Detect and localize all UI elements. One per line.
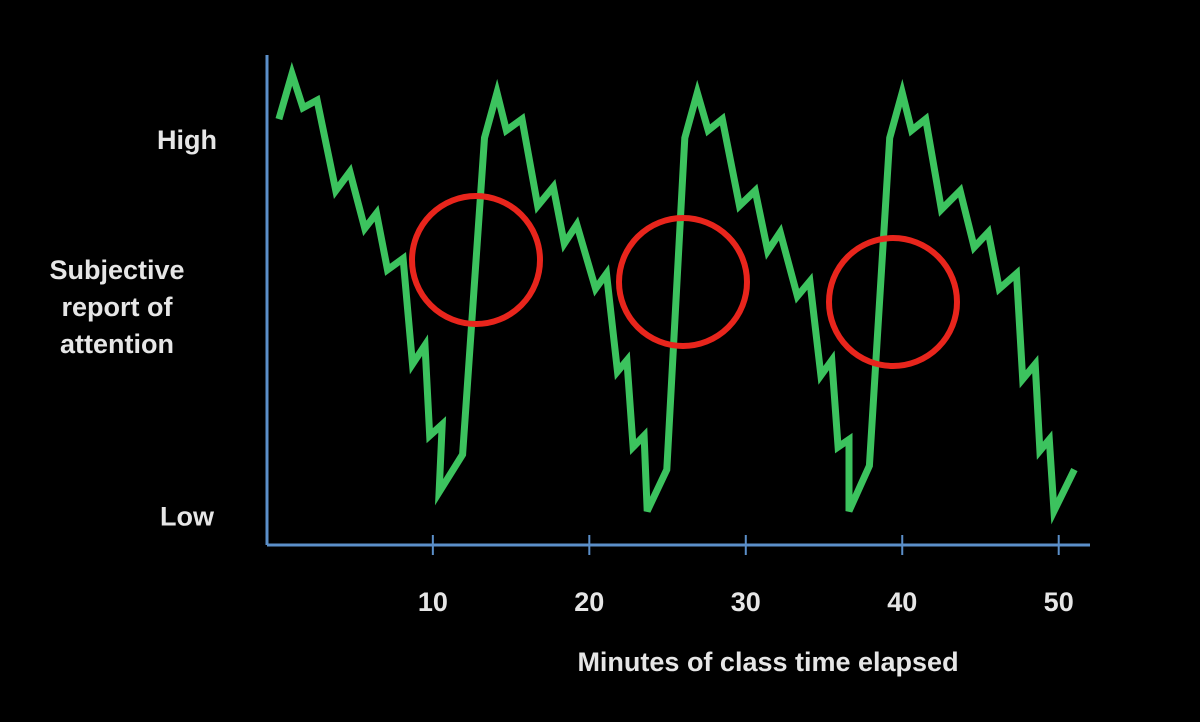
y-tick-label: Low [160, 502, 215, 532]
y-tick-label: High [157, 125, 217, 155]
y-axis-label: Subjective report of attention [49, 255, 185, 359]
x-axis-label: Minutes of class time elapsed [577, 647, 958, 677]
highlight-circle [616, 215, 750, 349]
highlight-circle [409, 193, 543, 327]
x-tick-label: 40 [887, 587, 917, 617]
x-tick-label: 30 [731, 587, 761, 617]
x-tick-label: 20 [574, 587, 604, 617]
x-tick-label: 10 [418, 587, 448, 617]
attention-line [275, 61, 1078, 525]
x-tick-label: 50 [1044, 587, 1074, 617]
highlight-circle [826, 235, 960, 369]
